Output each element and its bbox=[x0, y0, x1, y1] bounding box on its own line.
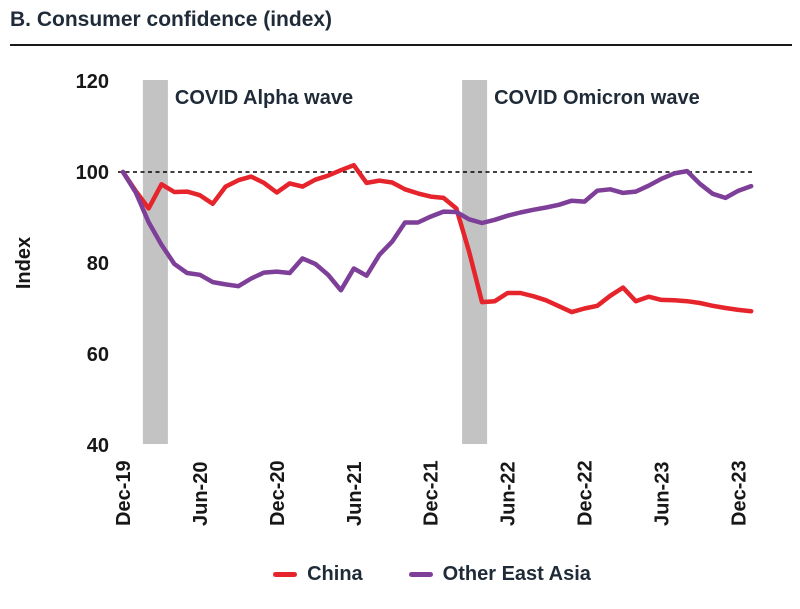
covid-wave-band-0 bbox=[142, 80, 168, 444]
x-tick-label-Dec-21: Dec-21 bbox=[421, 460, 443, 526]
y-tick-label-40: 40 bbox=[87, 435, 109, 457]
y-tick-label-80: 80 bbox=[87, 253, 109, 275]
other-east-asia-line bbox=[120, 168, 754, 293]
y-tick-label-60: 60 bbox=[87, 344, 109, 366]
legend-item-china: China bbox=[273, 563, 363, 586]
y-tick-label-120: 120 bbox=[76, 71, 109, 93]
legend-label-china: China bbox=[307, 563, 363, 585]
x-tick-label-Jun-20: Jun-20 bbox=[190, 462, 212, 526]
panel-title: B. Consumer confidence (index) bbox=[10, 8, 333, 31]
legend-item-other-east-asia: Other East Asia bbox=[408, 563, 591, 586]
china-line-swatch bbox=[273, 572, 298, 577]
x-tick-label-Dec-22: Dec-22 bbox=[575, 460, 597, 526]
line-chart: COVID Alpha wave COVID Omicron wave 120 100… bbox=[13, 71, 755, 526]
legend: China Other East Asia bbox=[0, 563, 800, 586]
x-tick-label-Jun-23: Jun-23 bbox=[651, 462, 673, 526]
other-east-asia-line-swatch bbox=[408, 572, 433, 577]
covid-wave-annotation-1: COVID Omicron wave bbox=[494, 87, 700, 109]
legend-label-other-east-asia: Other East Asia bbox=[442, 563, 591, 585]
x-tick-label-Jun-22: Jun-22 bbox=[498, 462, 520, 526]
x-tick-label-Dec-19: Dec-19 bbox=[113, 460, 135, 526]
china-line bbox=[120, 162, 754, 315]
x-tick-label-Jun-21: Jun-21 bbox=[344, 462, 366, 526]
x-tick-label-Dec-23: Dec-23 bbox=[728, 460, 750, 526]
covid-wave-annotation-0: COVID Alpha wave bbox=[175, 87, 353, 109]
title-rule bbox=[10, 44, 792, 46]
y-tick-label-100: 100 bbox=[76, 162, 109, 184]
covid-wave-band-1 bbox=[462, 80, 488, 444]
y-axis-title: Index bbox=[13, 237, 35, 289]
x-tick-label-Dec-20: Dec-20 bbox=[267, 460, 289, 526]
